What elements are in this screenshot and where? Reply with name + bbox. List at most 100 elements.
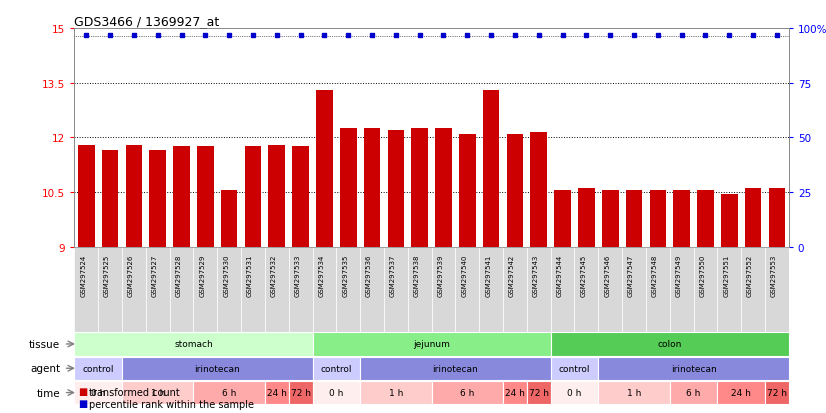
Text: 24 h: 24 h	[731, 388, 751, 397]
Bar	[598, 381, 670, 404]
Bar	[74, 247, 98, 332]
Bar	[717, 381, 765, 404]
Bar	[292, 147, 309, 247]
Text: irinotecan: irinotecan	[671, 364, 716, 373]
Bar	[360, 357, 551, 380]
Bar	[169, 247, 193, 332]
Bar	[150, 151, 166, 247]
Bar	[575, 247, 598, 332]
Text: GSM297552: GSM297552	[747, 254, 753, 296]
Bar	[122, 381, 193, 404]
Bar	[336, 247, 360, 332]
Text: GSM297527: GSM297527	[152, 254, 158, 296]
Bar	[435, 129, 452, 247]
Text: GSM297548: GSM297548	[652, 254, 657, 296]
Text: GSM297551: GSM297551	[724, 254, 729, 296]
Text: GDS3466 / 1369927_at: GDS3466 / 1369927_at	[74, 15, 220, 28]
Bar	[289, 247, 312, 332]
Text: 1 h: 1 h	[150, 388, 165, 397]
Bar	[74, 332, 312, 356]
Text: GSM297540: GSM297540	[461, 254, 468, 296]
Text: 6 h: 6 h	[686, 388, 700, 397]
Text: time: time	[36, 388, 60, 398]
Bar	[387, 131, 404, 247]
Bar	[527, 247, 551, 332]
Bar	[221, 191, 238, 247]
Bar	[551, 247, 575, 332]
Text: stomach: stomach	[174, 339, 213, 349]
Bar	[268, 145, 285, 247]
Text: GSM297546: GSM297546	[604, 254, 610, 296]
Bar	[527, 381, 551, 404]
Bar	[551, 332, 789, 356]
Text: GSM297550: GSM297550	[700, 254, 705, 296]
Bar	[265, 381, 289, 404]
Bar	[408, 247, 431, 332]
Bar	[312, 247, 336, 332]
Text: 1 h: 1 h	[389, 388, 403, 397]
Bar	[741, 247, 765, 332]
Text: transformed count: transformed count	[89, 387, 180, 397]
Bar	[503, 247, 527, 332]
Bar	[551, 381, 598, 404]
Bar	[339, 129, 357, 247]
Text: 72 h: 72 h	[529, 388, 548, 397]
Bar	[459, 134, 476, 247]
Bar	[363, 129, 381, 247]
Text: colon: colon	[657, 339, 682, 349]
Text: control: control	[320, 364, 352, 373]
Bar	[173, 147, 190, 247]
Bar	[384, 247, 408, 332]
Bar	[244, 147, 261, 247]
Text: 1 h: 1 h	[627, 388, 641, 397]
Text: 24 h: 24 h	[505, 388, 525, 397]
Bar	[431, 247, 455, 332]
Bar	[768, 189, 786, 247]
Text: tissue: tissue	[29, 339, 60, 349]
Bar	[126, 145, 142, 247]
Bar	[765, 381, 789, 404]
Bar	[765, 247, 789, 332]
Text: 0 h: 0 h	[329, 388, 344, 397]
Bar	[197, 147, 214, 247]
Bar	[217, 247, 241, 332]
Bar	[193, 247, 217, 332]
Bar	[625, 191, 643, 247]
Bar	[479, 247, 503, 332]
Text: 6 h: 6 h	[460, 388, 474, 397]
Bar	[721, 195, 738, 247]
Text: GSM297534: GSM297534	[318, 254, 325, 296]
Text: GSM297531: GSM297531	[247, 254, 253, 296]
Bar	[102, 151, 118, 247]
Bar	[745, 189, 762, 247]
Bar	[530, 133, 547, 247]
Text: GSM297544: GSM297544	[557, 254, 563, 296]
Bar	[670, 381, 717, 404]
Bar	[622, 247, 646, 332]
Text: 72 h: 72 h	[291, 388, 311, 397]
Bar	[316, 91, 333, 247]
Text: 24 h: 24 h	[267, 388, 287, 397]
Bar	[697, 191, 714, 247]
Bar	[482, 91, 500, 247]
Text: GSM297536: GSM297536	[366, 254, 372, 296]
Bar	[649, 191, 667, 247]
Text: GSM297539: GSM297539	[438, 254, 444, 296]
Text: GSM297543: GSM297543	[533, 254, 539, 296]
Text: GSM297547: GSM297547	[628, 254, 634, 296]
Text: control: control	[83, 364, 114, 373]
Bar	[598, 247, 622, 332]
Text: GSM297524: GSM297524	[80, 254, 86, 296]
Text: GSM297541: GSM297541	[485, 254, 491, 296]
Bar	[598, 357, 789, 380]
Bar	[411, 129, 428, 247]
Bar	[694, 247, 717, 332]
Bar	[431, 381, 503, 404]
Text: GSM297528: GSM297528	[175, 254, 182, 296]
Bar	[98, 247, 122, 332]
Text: GSM297549: GSM297549	[676, 254, 681, 296]
Text: GSM297537: GSM297537	[390, 254, 396, 296]
Bar	[289, 381, 312, 404]
Bar	[122, 247, 145, 332]
Bar	[312, 357, 360, 380]
